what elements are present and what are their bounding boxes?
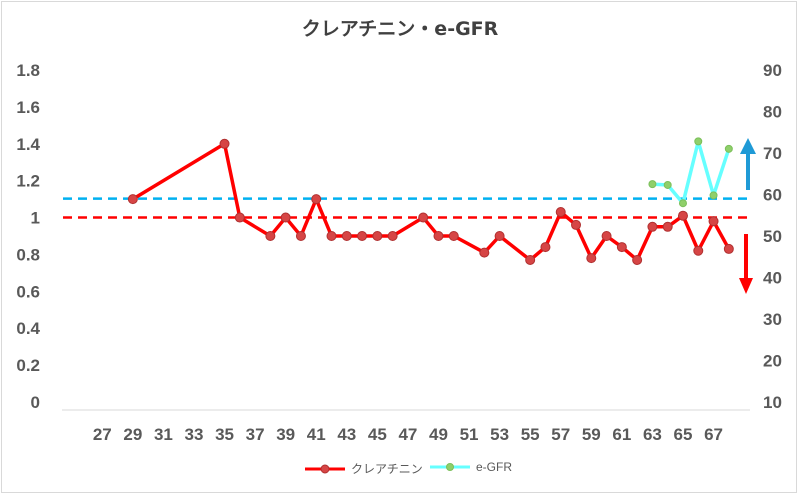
data-point <box>616 242 627 253</box>
left-tick-label: 1.4 <box>16 135 40 154</box>
x-tick-label: 29 <box>123 425 142 444</box>
left-tick-label: 1 <box>31 209 40 228</box>
data-point <box>295 231 306 241</box>
data-point <box>311 194 322 205</box>
data-point <box>219 138 230 149</box>
x-tick-label: 55 <box>521 425 540 444</box>
data-point <box>663 180 672 189</box>
data-point <box>632 254 643 265</box>
data-point <box>709 191 718 200</box>
series-line-0 <box>131 142 731 262</box>
data-point <box>708 216 719 227</box>
data-point <box>265 231 276 241</box>
left-tick-label: 0.4 <box>16 319 40 338</box>
data-point <box>479 247 490 258</box>
series-points <box>127 137 734 265</box>
data-point <box>127 194 138 205</box>
data-point <box>586 253 597 264</box>
x-tick-label: 51 <box>460 425 479 444</box>
data-point <box>433 231 444 241</box>
x-tick-label: 65 <box>674 425 693 444</box>
left-tick-label: 0.6 <box>16 282 40 301</box>
legend-item-egfr: e-GFR <box>430 460 512 474</box>
right-tick-label: 60 <box>763 186 782 205</box>
data-point <box>280 212 291 223</box>
x-tick-label: 47 <box>398 425 417 444</box>
data-point <box>648 180 657 189</box>
legend-label-creatinine: クレアチニン <box>351 462 423 476</box>
right-tick-label: 40 <box>763 269 782 288</box>
legend-item-creatinine: クレアチニン <box>305 460 423 477</box>
x-tick-label: 39 <box>276 425 295 444</box>
reference-lines <box>63 197 752 219</box>
x-tick-label: 35 <box>215 425 234 444</box>
data-point <box>326 231 337 241</box>
x-tick-label: 61 <box>612 425 631 444</box>
series-lines <box>131 139 731 262</box>
x-tick-label: 49 <box>429 425 448 444</box>
legend-label-egfr: e-GFR <box>476 460 512 474</box>
data-point <box>678 199 687 208</box>
x-tick-label: 53 <box>490 425 509 444</box>
chart-title: クレアチニン・e-GFR <box>301 18 499 40</box>
x-tick-label: 59 <box>582 425 601 444</box>
data-point <box>494 231 505 241</box>
data-point <box>525 254 536 265</box>
x-axis-ticks: 27 29 31 33 35 37 39 41 43 45 47 49 51 53 55 57 59 61 63 65… <box>93 425 723 444</box>
data-point <box>357 231 368 241</box>
x-tick-label: 63 <box>643 425 662 444</box>
data-point <box>677 210 688 221</box>
left-tick-label: 0.8 <box>16 245 40 264</box>
right-tick-label: 50 <box>763 227 782 246</box>
x-tick-label: 27 <box>93 425 112 444</box>
data-point <box>341 231 352 241</box>
data-point <box>723 243 734 254</box>
annotation-arrows <box>739 138 756 294</box>
left-tick-label: 0.2 <box>16 356 40 375</box>
left-tick-label: 1.2 <box>16 172 40 191</box>
data-point <box>234 212 245 223</box>
right-tick-label: 30 <box>763 310 782 329</box>
data-point <box>448 231 459 241</box>
x-tick-label: 41 <box>307 425 326 444</box>
down-arrow-head <box>739 278 753 294</box>
legend-swatch-creatinine <box>305 464 345 473</box>
right-tick-label: 80 <box>763 103 782 122</box>
x-tick-label: 45 <box>368 425 387 444</box>
data-point <box>555 207 566 218</box>
data-point <box>693 245 704 256</box>
data-point <box>724 144 733 153</box>
x-tick-label: 31 <box>154 425 173 444</box>
up-arrow-head <box>740 138 756 154</box>
right-axis-ticks: 10 20 30 40 50 60 70 80 90 <box>763 61 782 412</box>
right-tick-label: 10 <box>763 393 782 412</box>
x-tick-label: 37 <box>246 425 265 444</box>
right-tick-label: 70 <box>763 144 782 163</box>
legend-swatch-egfr <box>430 463 470 471</box>
x-tick-label: 43 <box>337 425 356 444</box>
data-point <box>601 231 612 241</box>
left-tick-label: 1.8 <box>16 61 40 80</box>
data-point <box>694 137 703 146</box>
data-point <box>418 212 429 223</box>
data-point <box>372 231 383 241</box>
data-point <box>387 231 398 241</box>
left-axis-ticks: 0 0.2 0.4 0.6 0.8 1 1.2 1.4 1.6 1.8 <box>16 61 40 412</box>
right-tick-label: 20 <box>763 352 782 371</box>
left-tick-label: 0 <box>31 393 40 412</box>
data-point <box>662 221 673 232</box>
data-point <box>540 242 551 253</box>
left-tick-label: 1.6 <box>16 98 40 117</box>
x-tick-label: 57 <box>551 425 570 444</box>
data-point <box>647 221 658 232</box>
x-tick-label: 67 <box>704 425 723 444</box>
legend: クレアチニン e-GFR <box>0 460 800 480</box>
x-tick-label: 33 <box>185 425 204 444</box>
series-line-1 <box>652 139 731 205</box>
right-tick-label: 90 <box>763 61 782 80</box>
data-point <box>571 219 582 230</box>
